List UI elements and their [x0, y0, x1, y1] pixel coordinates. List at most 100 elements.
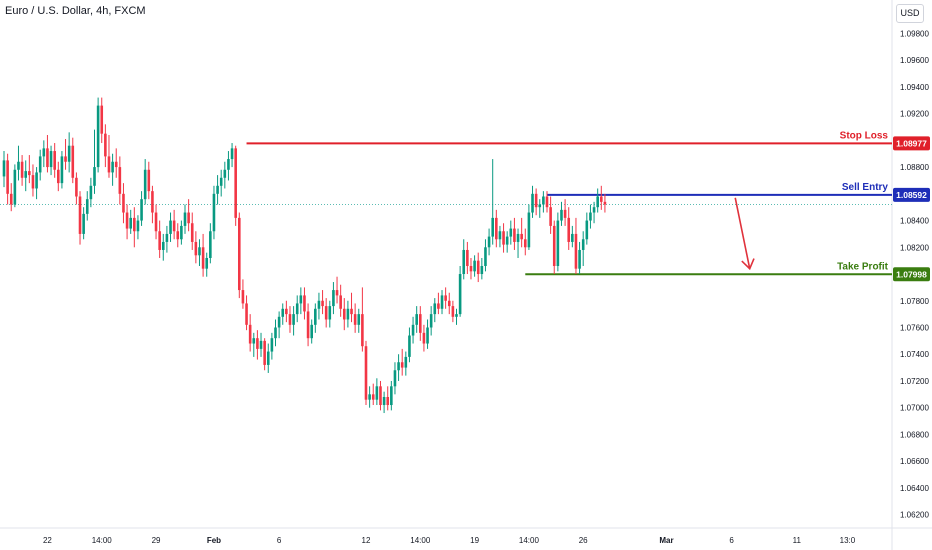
candle-body: [411, 324, 415, 336]
price-tick-label: 1.08200: [900, 243, 929, 252]
candle-body: [227, 159, 230, 170]
candle-body: [75, 177, 78, 197]
candle-body: [263, 340, 266, 365]
candle-body: [386, 397, 390, 406]
candle-body: [375, 386, 379, 400]
candle-body: [567, 217, 571, 242]
candle-body: [154, 212, 158, 232]
level-lines: Stop Loss Sell Entry Take Profit: [0, 130, 892, 276]
candle-body: [556, 220, 560, 267]
price-tick-label: 1.06400: [900, 484, 929, 493]
candle-body: [523, 239, 527, 248]
time-tick-label: 22: [43, 536, 52, 545]
price-tick-label: 1.09400: [900, 83, 929, 92]
candle-body: [295, 303, 299, 315]
candle-body: [560, 209, 563, 221]
candle-body: [180, 225, 183, 240]
candle-body: [49, 151, 53, 168]
candle-body: [549, 207, 552, 226]
candle-body: [100, 105, 104, 134]
currency-button[interactable]: USD: [896, 4, 924, 23]
candle-body: [473, 260, 476, 272]
candle-body: [201, 247, 205, 269]
time-axis[interactable]: 22 14:00 29 Feb 6 12 14:00 19 14:00 26 Mar 6 11 13:0: [43, 536, 856, 545]
time-tick-label: 11: [793, 536, 802, 545]
candle-body: [332, 290, 335, 307]
price-tick-label: 1.06600: [900, 457, 929, 466]
time-tick-label: 12: [362, 536, 371, 545]
candle-body: [484, 247, 487, 267]
candle-body: [361, 314, 364, 347]
symbol-title: Euro / U.S. Dollar, 4h, FXCM: [5, 5, 146, 17]
price-tick-label: 1.08400: [900, 217, 929, 226]
candle-body: [161, 241, 165, 250]
candle-body: [17, 161, 20, 170]
time-tick-label: 14:00: [410, 536, 431, 545]
candle-body: [118, 167, 122, 194]
candle-body: [24, 171, 28, 178]
candle-body: [35, 172, 38, 189]
candle-body: [60, 156, 64, 184]
candle-body: [190, 223, 194, 242]
candle-body: [390, 386, 393, 406]
candle-body: [89, 185, 93, 200]
candle-body: [422, 332, 426, 344]
candle-body: [342, 308, 346, 320]
candle-body: [379, 386, 382, 406]
candle-body: [85, 199, 89, 214]
candle-body: [408, 335, 411, 357]
level-price-tag-text: 1.08977: [896, 138, 927, 148]
candle-body: [20, 161, 24, 178]
candle-body: [328, 306, 332, 320]
candle-body: [245, 303, 248, 325]
candle-body: [589, 212, 592, 221]
candle-body: [404, 356, 408, 368]
candle-body: [158, 231, 161, 250]
time-tick-label: 29: [152, 536, 161, 545]
candle-body: [531, 193, 534, 213]
candle-body: [542, 196, 545, 205]
candle-body: [350, 308, 353, 315]
candle-body: [187, 212, 190, 224]
candle-body: [574, 233, 578, 269]
candle-body: [13, 169, 17, 205]
candle-body: [382, 397, 386, 406]
candle-body: [444, 295, 447, 301]
candle-body: [277, 316, 281, 328]
level-price-tag: [893, 187, 930, 202]
candle-body: [419, 314, 422, 333]
candle-body: [487, 236, 491, 248]
candles: [2, 97, 607, 414]
price-tick-label: 1.07600: [900, 323, 929, 332]
time-tick-label: 6: [277, 536, 282, 545]
candle-body: [455, 314, 458, 317]
candle-body: [57, 169, 60, 184]
candle-body: [183, 212, 187, 226]
candle-body: [433, 303, 437, 315]
candle-body: [129, 217, 132, 229]
candle-body: [458, 274, 462, 315]
candle-body: [78, 196, 82, 234]
candle-body: [64, 156, 67, 162]
candle-body: [321, 300, 324, 307]
candle-body: [270, 338, 274, 352]
candle-body: [212, 193, 216, 232]
candle-body: [259, 340, 263, 349]
candle-body: [104, 133, 107, 157]
candle-body: [266, 351, 270, 365]
time-tick-label: 19: [470, 536, 479, 545]
candle-body: [306, 311, 310, 339]
candle-body: [38, 156, 42, 173]
candle-body: [364, 346, 368, 400]
level-price-tag-text: 1.07998: [896, 269, 927, 279]
candle-body: [169, 220, 172, 234]
candle-body: [274, 327, 277, 339]
candle-body: [28, 171, 31, 176]
price-tick-label: 1.06200: [900, 511, 929, 520]
candle-body: [2, 160, 6, 177]
price-axis[interactable]: 1.06200 1.06400 1.06600 1.06800 1.07000 1.072…: [893, 29, 930, 520]
level-label: Stop Loss: [840, 130, 889, 141]
level-price-tag: [893, 136, 930, 151]
